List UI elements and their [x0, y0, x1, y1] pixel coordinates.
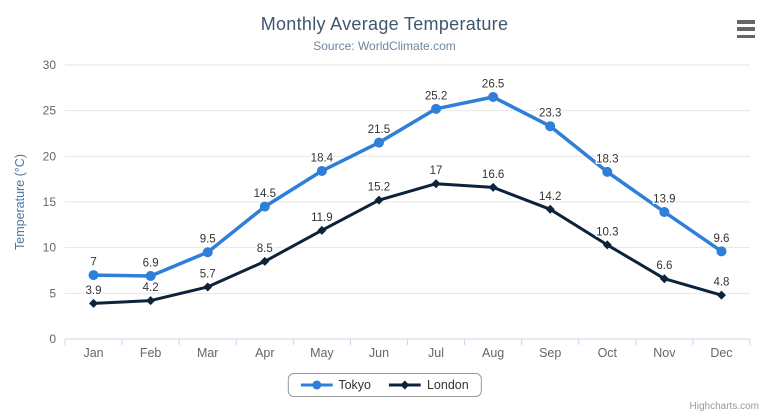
data-label-tokyo-feb: 6.9 — [143, 257, 159, 269]
data-label-tokyo-oct: 18.3 — [596, 153, 618, 165]
data-label-london-sep: 14.2 — [539, 191, 561, 203]
chart-subtitle: Source: WorldClimate.com — [313, 39, 456, 53]
data-label-london-feb: 4.2 — [143, 282, 159, 294]
point-london-nov[interactable] — [659, 274, 669, 284]
data-label-tokyo-jan: 7 — [90, 257, 96, 269]
series-line-london — [92, 182, 723, 305]
point-tokyo-mar[interactable] — [202, 247, 213, 258]
y-axis-tick-label: 5 — [49, 286, 56, 300]
legend-label-tokyo: Tokyo — [338, 378, 371, 392]
data-label-tokyo-sep: 23.3 — [539, 108, 561, 120]
data-label-tokyo-nov: 13.9 — [653, 194, 675, 206]
x-axis-tick-label: May — [310, 346, 334, 360]
point-london-mar[interactable] — [203, 282, 213, 292]
x-axis-tick-label: Apr — [255, 346, 274, 360]
highcharts-credits-link[interactable]: Highcharts.com — [689, 401, 759, 412]
legend: Tokyo London — [287, 373, 482, 397]
y-axis-tick-label: 30 — [43, 58, 57, 72]
data-label-tokyo-apr: 14.5 — [254, 188, 276, 200]
data-label-london-jul: 17 — [430, 165, 443, 177]
hamburger-menu-icon[interactable] — [733, 16, 759, 42]
point-tokyo-jun[interactable] — [373, 137, 384, 148]
data-label-london-oct: 10.3 — [596, 226, 618, 238]
point-tokyo-jan[interactable] — [88, 270, 99, 281]
x-axis-tick-label: Oct — [598, 346, 618, 360]
point-tokyo-nov[interactable] — [659, 207, 670, 218]
point-tokyo-dec[interactable] — [716, 246, 727, 257]
y-axis-title: Temperature (°C) — [13, 154, 27, 250]
data-label-tokyo-mar: 9.5 — [200, 234, 216, 246]
data-label-london-aug: 16.6 — [482, 169, 504, 181]
y-axis-tick-label: 20 — [43, 149, 57, 163]
tokyo-series-marker-icon — [300, 380, 333, 390]
point-london-may[interactable] — [317, 225, 327, 235]
y-axis-tick-label: 0 — [49, 332, 56, 346]
legend-item-tokyo[interactable]: Tokyo — [300, 378, 371, 392]
hamburger-bar — [737, 20, 755, 24]
x-axis-tick-label: Mar — [197, 346, 219, 360]
y-axis-tick-label: 15 — [43, 195, 57, 209]
point-tokyo-may[interactable] — [316, 165, 327, 176]
data-label-london-jan: 3.9 — [86, 285, 102, 297]
hamburger-bar — [737, 34, 755, 38]
data-label-london-dec: 4.8 — [713, 277, 729, 289]
point-london-jun[interactable] — [374, 195, 384, 205]
london-series-marker-icon — [388, 380, 421, 390]
data-label-london-jun: 15.2 — [368, 182, 390, 194]
y-axis-tick-label: 10 — [43, 241, 57, 255]
x-axis-tick-label: Jul — [428, 346, 444, 360]
point-london-jul[interactable] — [431, 179, 441, 189]
point-tokyo-apr[interactable] — [259, 201, 270, 212]
series-line-tokyo — [91, 95, 724, 278]
point-tokyo-oct[interactable] — [602, 166, 613, 177]
data-label-london-nov: 6.6 — [656, 260, 672, 272]
data-label-tokyo-dec: 9.6 — [713, 233, 729, 245]
data-label-tokyo-jun: 21.5 — [368, 124, 390, 136]
point-london-dec[interactable] — [716, 290, 726, 300]
legend-label-london: London — [426, 378, 469, 392]
point-london-oct[interactable] — [602, 240, 612, 250]
data-label-tokyo-aug: 26.5 — [482, 78, 504, 90]
x-axis-tick-label: Aug — [482, 346, 504, 360]
point-london-jan[interactable] — [89, 298, 99, 308]
point-tokyo-jul[interactable] — [431, 103, 442, 114]
data-label-london-mar: 5.7 — [200, 268, 216, 280]
x-axis-tick-label: Dec — [710, 346, 732, 360]
point-tokyo-sep[interactable] — [545, 121, 556, 132]
point-london-aug[interactable] — [488, 182, 498, 192]
y-axis-tick-label: 25 — [43, 104, 57, 118]
x-axis-tick-label: Sep — [539, 346, 561, 360]
point-tokyo-aug[interactable] — [488, 91, 499, 102]
point-tokyo-feb[interactable] — [145, 270, 156, 281]
point-london-sep[interactable] — [545, 204, 555, 214]
point-london-apr[interactable] — [260, 256, 270, 266]
point-london-feb[interactable] — [146, 296, 156, 306]
chart-title: Monthly Average Temperature — [260, 14, 509, 34]
hamburger-bar — [737, 27, 755, 31]
x-axis-tick-label: Nov — [653, 346, 676, 360]
legend-item-london[interactable]: London — [388, 378, 469, 392]
data-label-tokyo-jul: 25.2 — [425, 90, 447, 102]
data-label-tokyo-may: 18.4 — [311, 152, 334, 164]
x-axis-tick-label: Feb — [140, 346, 162, 360]
data-label-london-may: 11.9 — [311, 212, 333, 224]
data-label-london-apr: 8.5 — [257, 243, 273, 255]
x-axis-tick-label: Jan — [83, 346, 103, 360]
x-axis-tick-label: Jun — [369, 346, 389, 360]
